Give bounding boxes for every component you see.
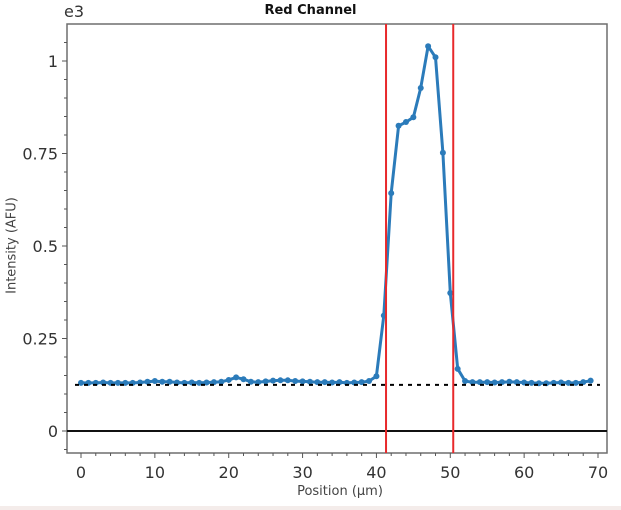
x-axis: 0 10 20 30 40 50 60 70 — [76, 453, 608, 482]
reference-lines — [67, 24, 607, 453]
y-tick-label: 0.25 — [22, 330, 58, 349]
data-point — [321, 379, 328, 386]
x-tick-label: 70 — [588, 463, 608, 482]
data-point — [587, 377, 594, 384]
data-point — [210, 379, 217, 386]
window-bottom-edge — [0, 506, 621, 510]
data-point — [417, 85, 424, 92]
data-point — [114, 379, 121, 386]
data-point — [144, 378, 151, 385]
y-exponent-label: e3 — [64, 2, 85, 21]
x-tick-label: 10 — [145, 463, 165, 482]
data-point — [292, 378, 299, 385]
plot-frame — [66, 23, 608, 454]
data-point — [395, 122, 402, 129]
data-point — [166, 378, 173, 385]
data-point — [410, 114, 417, 121]
data-point — [78, 379, 84, 386]
x-tick-label: 0 — [76, 463, 86, 482]
data-point — [284, 377, 291, 384]
data-point — [447, 289, 454, 296]
data-point — [439, 149, 446, 156]
data-point — [270, 377, 277, 384]
data-point — [306, 378, 313, 385]
data-point — [388, 190, 395, 197]
data-point — [196, 379, 203, 386]
data-point — [247, 378, 254, 385]
x-tick-label: 30 — [292, 463, 312, 482]
data-point — [151, 378, 158, 385]
y-axis-label: Intensity (AFU) — [4, 197, 20, 294]
data-point — [572, 379, 579, 386]
data-point — [580, 379, 587, 386]
data-point — [277, 377, 284, 384]
data-point — [159, 378, 166, 385]
data-point — [218, 378, 225, 385]
data-point — [484, 379, 491, 386]
series-line — [81, 44, 591, 385]
data-point — [506, 378, 513, 385]
data-point — [454, 365, 461, 372]
y-tick-label: 1 — [48, 52, 58, 71]
plot-area-border — [66, 23, 608, 454]
data-point — [565, 379, 572, 386]
data-point — [513, 379, 520, 386]
data-point — [373, 373, 380, 380]
data-point — [225, 376, 232, 383]
x-tick-label: 60 — [514, 463, 534, 482]
data-point — [240, 376, 247, 383]
data-point — [469, 379, 476, 386]
data-point — [402, 119, 409, 126]
data-point — [432, 54, 439, 61]
data-point — [476, 379, 483, 386]
data-point — [262, 378, 269, 385]
data-point — [498, 379, 505, 386]
x-tick-label: 40 — [366, 463, 386, 482]
x-tick-label: 20 — [219, 463, 239, 482]
data-point — [528, 379, 535, 386]
y-tick-label: 0.5 — [33, 237, 58, 256]
y-tick-label: 0.75 — [22, 145, 58, 164]
data-point — [491, 379, 498, 386]
data-point — [233, 374, 240, 381]
data-point — [358, 379, 365, 386]
y-axis: 0 0.25 0.5 0.75 1 — [22, 42, 67, 450]
data-point — [255, 379, 262, 386]
data-point — [462, 378, 469, 385]
x-tick-label: 50 — [440, 463, 460, 482]
x-axis-label: Position (µm) — [297, 484, 383, 499]
data-point — [336, 379, 343, 386]
data-point — [203, 379, 210, 386]
data-point — [314, 379, 321, 386]
chart-title: Red Channel — [264, 3, 357, 18]
y-tick-label: 0 — [48, 422, 58, 441]
data-point — [425, 43, 432, 50]
data-point — [366, 378, 373, 385]
data-point — [299, 378, 306, 385]
